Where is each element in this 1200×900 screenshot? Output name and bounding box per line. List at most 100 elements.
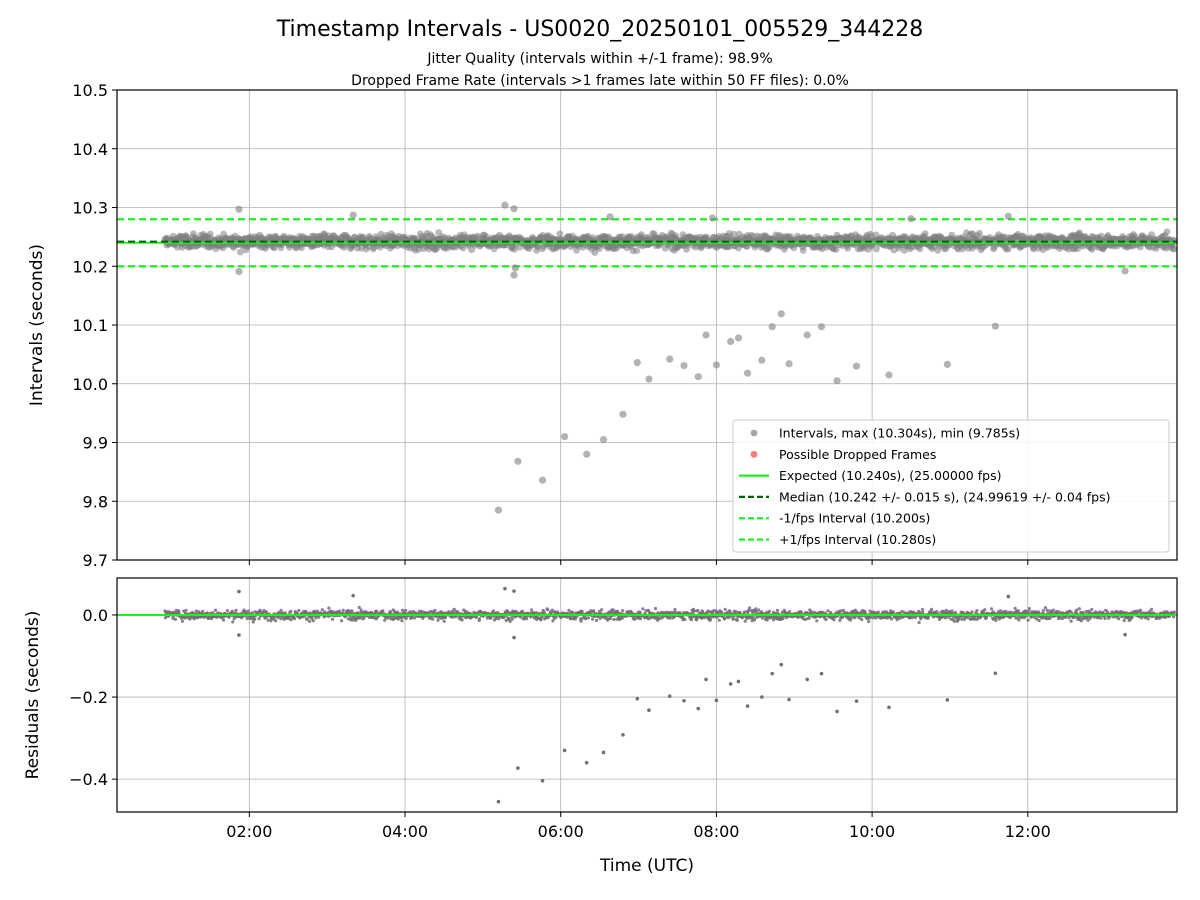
x-axis-label: Time (UTC) <box>599 856 694 876</box>
interval-point <box>921 230 929 238</box>
interval-point <box>833 377 841 385</box>
residual-point <box>889 617 894 621</box>
residual-point <box>1146 617 1150 621</box>
interval-point <box>1170 245 1178 253</box>
residual-point <box>320 608 324 612</box>
residual-point <box>1016 609 1021 613</box>
chart-title: Timestamp Intervals - US0020_20250101_00… <box>276 17 923 42</box>
residual-point <box>404 616 408 621</box>
residual-point <box>787 697 791 702</box>
residual-point <box>436 618 440 622</box>
residual-point <box>736 679 741 684</box>
residual-point <box>589 609 593 613</box>
residual-point <box>772 618 776 622</box>
interval-point <box>235 205 243 213</box>
residual-point <box>1006 594 1011 599</box>
residual-point <box>723 607 727 611</box>
residual-point <box>431 617 435 621</box>
chart-subtitle-dropped: Dropped Frame Rate (intervals >1 frames … <box>351 73 849 89</box>
residual-point <box>289 618 293 622</box>
residual-point <box>351 593 355 598</box>
residual-point <box>1119 609 1123 614</box>
residual-point <box>592 609 596 613</box>
residual-point <box>375 609 379 613</box>
interval-point <box>844 245 852 252</box>
residual-point <box>720 611 724 615</box>
residual-point <box>962 617 966 622</box>
residual-point <box>860 617 864 622</box>
residual-point <box>598 616 602 621</box>
interval-point <box>873 245 880 253</box>
residual-point <box>998 609 1003 613</box>
legend-entry-label: +1/fps Interval (10.280s) <box>779 532 936 547</box>
intervals-y-tick-label: 9.8 <box>83 492 108 511</box>
interval-point <box>591 249 599 256</box>
interval-point <box>734 334 743 342</box>
residual-point <box>305 617 309 621</box>
residual-point <box>800 611 804 615</box>
interval-point <box>236 248 244 256</box>
interval-point <box>633 247 641 255</box>
residual-point <box>573 617 577 621</box>
residual-point <box>708 618 712 622</box>
residual-point <box>735 618 740 622</box>
interval-point <box>599 435 608 444</box>
residual-point <box>586 616 591 620</box>
residual-point <box>638 617 643 621</box>
residuals-plot: −0.4−0.20.0 02:00 04:00 06:00 08:00 10:00 12:… <box>23 577 1178 876</box>
residual-point <box>341 608 345 613</box>
legend-entry-label: Expected (10.240s), (25.00000 fps) <box>779 468 1001 483</box>
interval-point <box>510 271 518 279</box>
legend-entry-label: Possible Dropped Frames <box>779 447 936 462</box>
residuals-y-axis-label: Residuals (seconds) <box>23 611 43 780</box>
residual-point <box>1172 615 1176 619</box>
residual-point <box>714 698 719 703</box>
residual-point <box>945 698 950 702</box>
residual-point <box>1099 616 1103 620</box>
residual-point <box>221 618 226 622</box>
residual-point <box>311 619 315 623</box>
residual-point <box>234 608 238 612</box>
x-tick-label: 06:00 <box>538 822 584 841</box>
residual-point <box>1048 616 1052 620</box>
residual-point <box>952 619 957 623</box>
interval-point <box>583 450 591 458</box>
interval-point <box>633 359 641 367</box>
residual-point <box>584 760 589 765</box>
intervals-y-tick-label: 9.7 <box>83 551 108 570</box>
residual-point <box>689 618 694 622</box>
intervals-y-tick-label: 10.4 <box>72 140 108 159</box>
residual-point <box>1081 611 1086 615</box>
residual-point <box>641 607 645 611</box>
residual-point <box>173 617 177 622</box>
residual-point <box>743 610 747 614</box>
residuals-y-ticks: −0.4−0.20.0 <box>69 606 117 789</box>
residual-point <box>330 617 335 621</box>
x-tick-label: 08:00 <box>693 822 739 841</box>
residual-point <box>1122 618 1126 623</box>
interval-point <box>817 323 826 331</box>
residual-point <box>496 799 501 804</box>
residual-point <box>327 606 331 610</box>
residual-point <box>696 706 701 711</box>
residual-point <box>608 617 612 621</box>
residual-point <box>579 619 583 623</box>
interval-point <box>768 323 776 331</box>
interval-point <box>1163 228 1171 236</box>
residual-point <box>982 611 986 615</box>
interval-point <box>712 361 721 369</box>
residual-point <box>738 610 742 615</box>
residual-point <box>779 662 784 667</box>
residual-point <box>1138 608 1142 612</box>
residual-point <box>838 618 842 623</box>
residual-point <box>854 699 859 703</box>
interval-point <box>511 245 518 253</box>
residuals-y-tick-label: 0.0 <box>83 606 108 625</box>
residual-point <box>512 589 516 593</box>
residual-point <box>338 609 342 613</box>
residual-point <box>728 682 733 686</box>
legend-entry-label: Median (10.242 +/- 0.015 s), (24.99619 +… <box>779 489 1110 504</box>
residual-point <box>1117 617 1121 621</box>
residual-point <box>968 617 973 621</box>
